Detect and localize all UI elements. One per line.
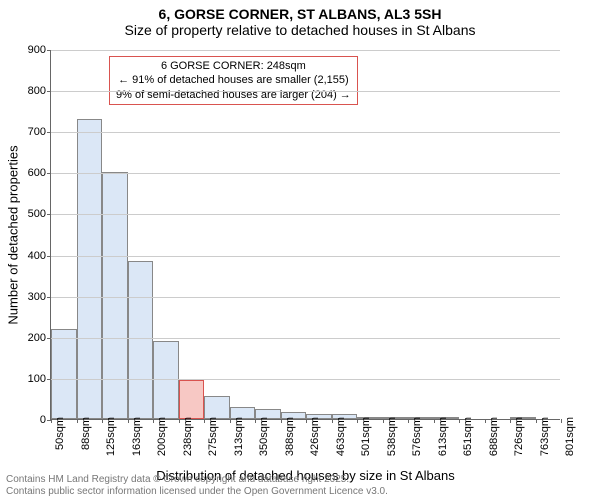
y-tick-label: 600: [16, 167, 46, 179]
x-tick-mark: [204, 419, 205, 423]
grid-line: [51, 338, 560, 339]
x-tick-mark: [510, 419, 511, 423]
x-tick-label: 501sqm: [360, 417, 372, 456]
histogram-bar: [51, 329, 77, 419]
x-tick-mark: [51, 419, 52, 423]
x-tick-label: 313sqm: [233, 417, 245, 456]
annotation-box: 6 GORSE CORNER: 248sqm← 91% of detached …: [109, 56, 358, 105]
x-tick-label: 688sqm: [488, 417, 500, 456]
x-tick-label: 426sqm: [309, 417, 321, 456]
x-tick-label: 238sqm: [182, 417, 194, 456]
annotation-line: 6 GORSE CORNER: 248sqm: [116, 59, 351, 73]
y-tick-mark: [47, 50, 51, 51]
x-tick-label: 651sqm: [462, 417, 474, 456]
y-tick-label: 700: [16, 126, 46, 138]
grid-line: [51, 173, 560, 174]
x-tick-label: 538sqm: [386, 417, 398, 456]
chart-title-primary: 6, GORSE CORNER, ST ALBANS, AL3 5SH: [0, 6, 600, 22]
y-tick-label: 300: [16, 291, 46, 303]
grid-line: [51, 132, 560, 133]
x-tick-label: 463sqm: [335, 417, 347, 456]
x-tick-mark: [332, 419, 333, 423]
y-tick-mark: [47, 379, 51, 380]
grid-line: [51, 50, 560, 51]
chart-container: 6, GORSE CORNER, ST ALBANS, AL3 5SH Size…: [0, 0, 600, 500]
annotation-line: ← 91% of detached houses are smaller (2,…: [116, 73, 351, 87]
x-tick-mark: [306, 419, 307, 423]
grid-line: [51, 214, 560, 215]
histogram-bar-highlight: [179, 380, 205, 419]
grid-line: [51, 91, 560, 92]
x-tick-label: 125sqm: [105, 417, 117, 456]
y-tick-mark: [47, 132, 51, 133]
footer-line-2: Contains public sector information licen…: [6, 486, 388, 498]
y-tick-mark: [47, 338, 51, 339]
histogram-bar: [128, 261, 154, 419]
x-tick-mark: [179, 419, 180, 423]
x-tick-label: 576sqm: [411, 417, 423, 456]
y-tick-mark: [47, 256, 51, 257]
y-tick-mark: [47, 297, 51, 298]
x-tick-label: 200sqm: [156, 417, 168, 456]
histogram-bar: [204, 396, 230, 419]
x-tick-label: 801sqm: [564, 417, 576, 456]
title-block: 6, GORSE CORNER, ST ALBANS, AL3 5SH Size…: [0, 0, 600, 38]
x-tick-mark: [459, 419, 460, 423]
grid-line: [51, 256, 560, 257]
x-tick-mark: [102, 419, 103, 423]
x-tick-mark: [434, 419, 435, 423]
annotation-line: 9% of semi-detached houses are larger (2…: [116, 88, 351, 102]
x-tick-label: 163sqm: [131, 417, 143, 456]
footer-line-1: Contains HM Land Registry data © Crown c…: [6, 474, 388, 486]
x-tick-mark: [357, 419, 358, 423]
y-tick-mark: [47, 91, 51, 92]
x-tick-mark: [383, 419, 384, 423]
x-tick-mark: [230, 419, 231, 423]
grid-line: [51, 379, 560, 380]
y-tick-label: 200: [16, 332, 46, 344]
x-tick-label: 275sqm: [207, 417, 219, 456]
x-tick-label: 726sqm: [513, 417, 525, 456]
x-tick-mark: [408, 419, 409, 423]
bars-group: [51, 50, 560, 419]
x-tick-label: 50sqm: [54, 417, 66, 450]
x-tick-mark: [281, 419, 282, 423]
histogram-bar: [77, 119, 103, 419]
y-tick-mark: [47, 173, 51, 174]
chart-title-secondary: Size of property relative to detached ho…: [0, 22, 600, 38]
y-tick-label: 500: [16, 208, 46, 220]
x-tick-mark: [255, 419, 256, 423]
x-tick-mark: [536, 419, 537, 423]
y-tick-label: 400: [16, 250, 46, 262]
x-tick-label: 88sqm: [80, 417, 92, 450]
x-tick-mark: [561, 419, 562, 423]
x-tick-label: 388sqm: [284, 417, 296, 456]
x-tick-label: 613sqm: [437, 417, 449, 456]
y-tick-label: 0: [16, 414, 46, 426]
x-tick-label: 763sqm: [539, 417, 551, 456]
y-tick-mark: [47, 214, 51, 215]
x-tick-mark: [153, 419, 154, 423]
y-tick-label: 900: [16, 44, 46, 56]
y-tick-label: 800: [16, 85, 46, 97]
x-tick-label: 350sqm: [258, 417, 270, 456]
x-tick-mark: [77, 419, 78, 423]
histogram-bar: [153, 341, 179, 419]
plot-area: Number of detached properties Distributi…: [50, 50, 560, 420]
x-tick-mark: [485, 419, 486, 423]
grid-line: [51, 297, 560, 298]
x-tick-mark: [128, 419, 129, 423]
attribution-footer: Contains HM Land Registry data © Crown c…: [6, 474, 388, 498]
y-tick-label: 100: [16, 373, 46, 385]
